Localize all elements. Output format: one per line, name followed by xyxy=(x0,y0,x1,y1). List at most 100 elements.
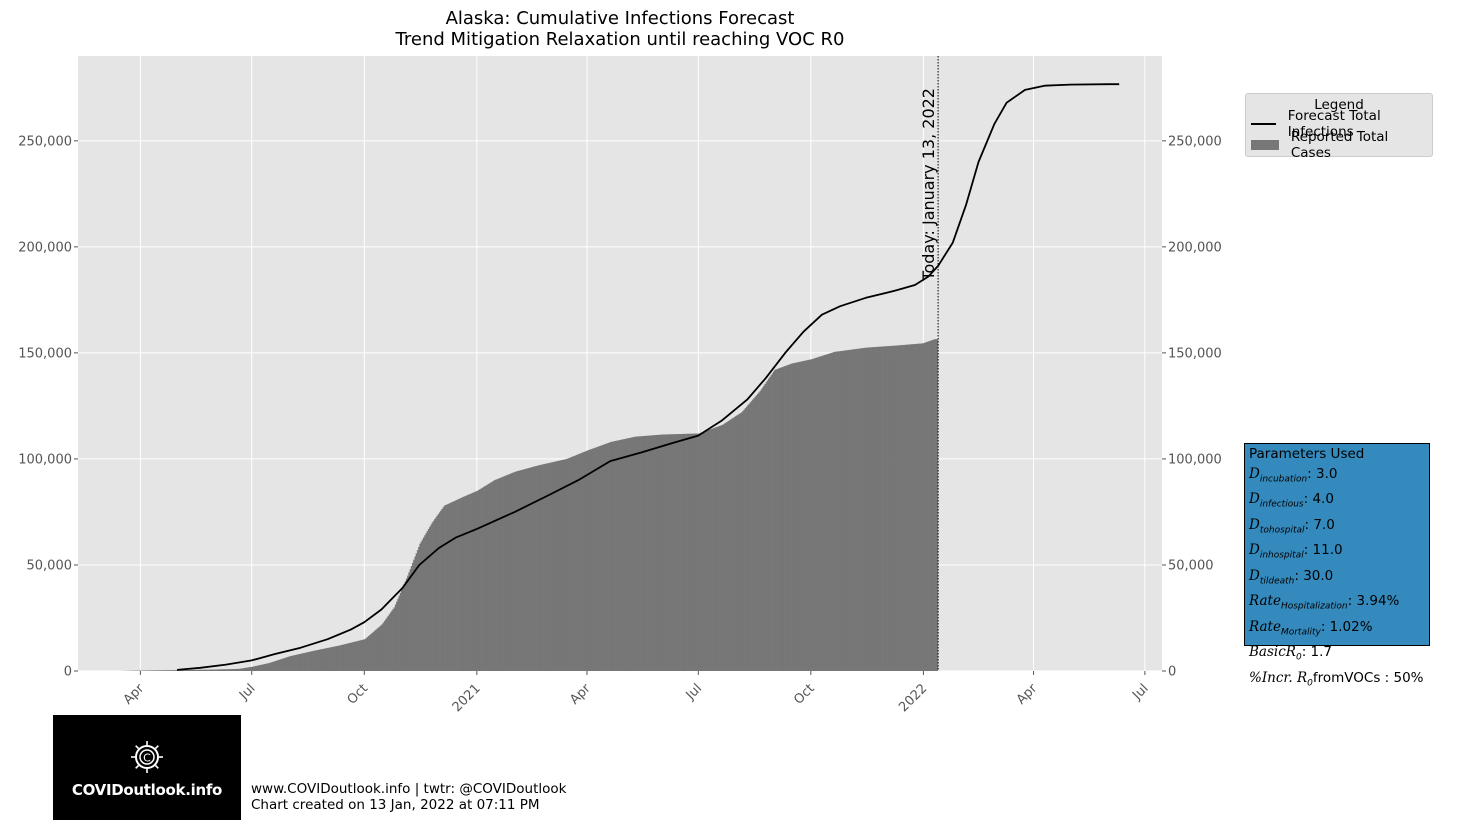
reported-cases-bar xyxy=(820,356,823,671)
reported-cases-bar xyxy=(593,448,595,671)
reported-cases-bar xyxy=(732,417,735,671)
reported-cases-bar xyxy=(385,619,387,671)
reported-cases-bar xyxy=(453,501,456,671)
reported-cases-bar xyxy=(676,434,678,671)
reported-cases-bar xyxy=(736,415,738,671)
reported-cases-bar xyxy=(443,505,446,671)
reported-cases-bar xyxy=(215,669,217,671)
reported-cases-bar xyxy=(383,620,386,671)
reported-cases-bar xyxy=(527,468,529,671)
reported-cases-bar xyxy=(683,433,686,671)
reported-cases-bar xyxy=(471,492,474,671)
reported-cases-bar xyxy=(452,501,455,671)
reported-cases-bar xyxy=(267,663,270,671)
reported-cases-bar xyxy=(380,625,382,671)
reported-cases-bar xyxy=(185,670,188,671)
reported-cases-bar xyxy=(840,351,842,671)
today-label: Today: January 13, 2022 xyxy=(919,88,938,282)
reported-cases-bar xyxy=(752,399,754,671)
reported-cases-bar xyxy=(289,656,292,671)
reported-cases-bar xyxy=(704,431,707,671)
reported-cases-bar xyxy=(826,354,829,671)
reported-cases-bar xyxy=(739,413,742,671)
reported-cases-bar xyxy=(611,441,614,671)
reported-cases-bar xyxy=(681,433,683,671)
reported-cases-bar xyxy=(790,363,792,671)
reported-cases-bar xyxy=(720,425,722,671)
reported-cases-bar xyxy=(454,500,457,671)
reported-cases-bar xyxy=(353,641,355,671)
reported-cases-bar xyxy=(878,346,880,671)
reported-cases-bar xyxy=(777,368,780,671)
reported-cases-bar xyxy=(180,670,183,671)
reported-cases-bar xyxy=(227,669,229,671)
reported-cases-bar xyxy=(809,359,812,671)
reported-cases-bar xyxy=(733,417,736,671)
reported-cases-bar xyxy=(435,517,437,671)
reported-cases-bar xyxy=(232,669,234,671)
reported-cases-bar xyxy=(235,668,238,671)
reported-cases-bar xyxy=(500,477,502,671)
reported-cases-bar xyxy=(228,669,231,671)
reported-cases-bar xyxy=(212,669,215,671)
reported-cases-bar xyxy=(546,463,549,671)
reported-cases-bar xyxy=(757,393,759,671)
reported-cases-bar xyxy=(334,646,337,671)
reported-cases-bar xyxy=(507,474,510,671)
reported-cases-bar xyxy=(285,657,288,671)
reported-cases-bar xyxy=(218,669,221,671)
reported-cases-bar xyxy=(695,433,698,671)
reported-cases-bar xyxy=(436,515,439,671)
legend-line-swatch xyxy=(1251,122,1276,125)
reported-cases-bar xyxy=(339,645,342,671)
reported-cases-bar xyxy=(175,670,178,671)
reported-cases-bar xyxy=(261,664,264,671)
parameter-symbol: Rate xyxy=(1249,593,1281,610)
reported-cases-bar xyxy=(705,430,708,671)
reported-cases-bar xyxy=(584,451,587,671)
reported-cases-bar xyxy=(924,342,927,671)
reported-cases-bar xyxy=(155,670,157,671)
reported-cases-bar xyxy=(831,352,834,671)
reported-cases-bar xyxy=(202,669,205,671)
reported-cases-bar xyxy=(900,345,902,671)
parameter-subscript: inhospital xyxy=(1259,550,1304,561)
virus-icon: C xyxy=(53,739,241,779)
reported-cases-bar xyxy=(684,433,687,671)
reported-cases-bar xyxy=(794,362,797,671)
parameter-subscript: Mortality xyxy=(1280,627,1321,638)
reported-cases-bar xyxy=(234,668,237,671)
reported-cases-bar xyxy=(771,373,774,671)
reported-cases-bar xyxy=(881,346,884,671)
reported-cases-bar xyxy=(245,667,248,671)
reported-cases-bar xyxy=(747,405,749,671)
reported-cases-bar xyxy=(591,448,594,671)
reported-cases-bar xyxy=(870,347,873,671)
reported-cases-bar xyxy=(693,433,696,671)
reported-cases-bar xyxy=(167,670,169,671)
reported-cases-bar xyxy=(458,498,461,671)
reported-cases-bar xyxy=(597,446,600,671)
reported-cases-bar xyxy=(919,343,922,671)
reported-cases-bar xyxy=(847,350,850,671)
reported-cases-bar xyxy=(925,342,928,671)
reported-cases-bar xyxy=(927,341,929,671)
reported-cases-bar xyxy=(377,627,380,671)
reported-cases-bar xyxy=(376,628,379,671)
reported-cases-bar xyxy=(361,639,364,671)
reported-cases-bar xyxy=(649,435,651,671)
reported-cases-bar xyxy=(772,371,775,671)
parameter-symbol: D xyxy=(1249,491,1260,508)
reported-cases-bar xyxy=(456,499,458,671)
reported-cases-bar xyxy=(892,345,895,671)
reported-cases-bar xyxy=(246,667,249,671)
forecast-line xyxy=(177,83,1120,671)
reported-cases-bar xyxy=(834,351,836,671)
reported-cases-bar xyxy=(287,656,289,671)
reported-cases-bar xyxy=(557,460,560,671)
reported-cases-bar xyxy=(862,348,864,671)
reported-cases-bar xyxy=(673,434,676,671)
reported-cases-bar xyxy=(716,426,719,671)
reported-cases-bar xyxy=(441,508,443,671)
reported-cases-bar xyxy=(330,647,332,671)
